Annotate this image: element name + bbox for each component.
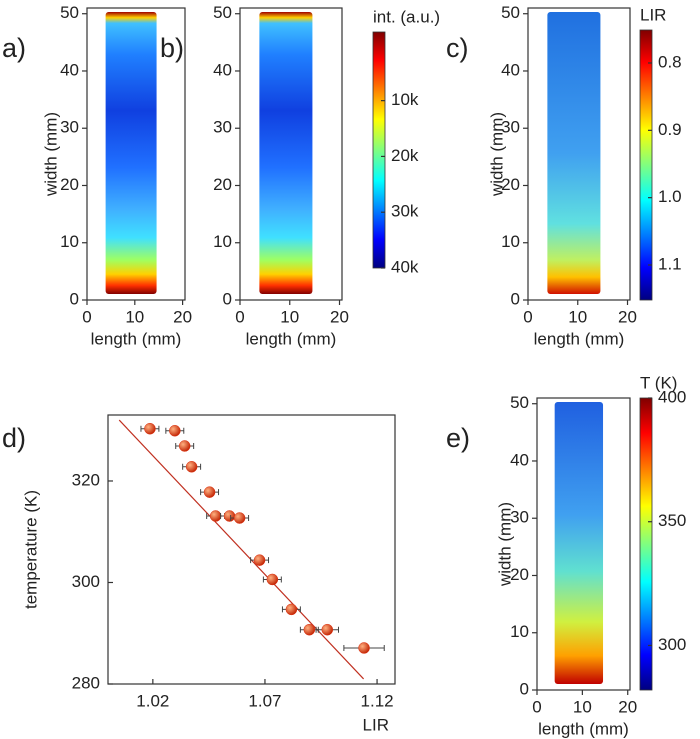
y-axis-label: width (mm): [487, 112, 506, 197]
colorbar-tick-label: 20k: [391, 146, 419, 165]
colorbar: [639, 29, 653, 301]
x-tick-label: 0: [523, 307, 532, 326]
y-tick-label: 50: [60, 3, 79, 22]
x-axis-label: length (mm): [538, 719, 629, 738]
y-tick-label: 10: [213, 232, 232, 251]
data-point: [185, 461, 198, 473]
x-axis-label: length (mm): [534, 329, 625, 348]
colorbar-tick-label: 0.9: [658, 120, 682, 139]
panel-label: e): [446, 423, 470, 453]
panel-label: c): [446, 33, 469, 63]
colorbar-title: T (K): [640, 373, 677, 392]
x-tick-label: 0: [82, 307, 91, 326]
y-tick-label: 30: [60, 118, 79, 137]
y-tick-label: 50: [213, 3, 232, 22]
data-point: [285, 603, 298, 616]
y-tick-label: 0: [520, 679, 529, 698]
y-tick-label: 0: [511, 289, 520, 308]
y-tick-label: 40: [60, 60, 79, 79]
y-tick-label: 40: [501, 60, 520, 79]
x-axis-label: length (mm): [246, 329, 337, 348]
y-tick-label: 50: [501, 3, 520, 22]
y-axis-label: temperature (K): [21, 490, 40, 609]
colorbar-tick-label: 300: [658, 635, 686, 654]
axis-box: [527, 7, 631, 301]
x-tick-label: 20: [173, 307, 192, 326]
data-point: [253, 554, 266, 566]
colorbar-tick-label: 1.0: [658, 187, 682, 206]
x-tick-label: 1.07: [248, 691, 281, 710]
y-tick-label: 0: [223, 289, 232, 308]
x-tick-label: 10: [568, 307, 587, 326]
y-tick-label: 30: [510, 508, 529, 527]
colorbar-title: int. (a.u.): [373, 7, 440, 26]
data-point: [178, 440, 191, 452]
axis-box: [107, 414, 396, 685]
colorbar-title: LIR: [640, 5, 666, 24]
y-tick-label: 0: [70, 289, 79, 308]
x-tick-label: 0: [532, 697, 541, 716]
heatmap-image: [547, 12, 601, 294]
panel-label: a): [2, 33, 26, 63]
colorbar-tick-label: 40k: [391, 257, 419, 276]
axis-box: [239, 7, 343, 301]
x-axis-label: length (mm): [91, 329, 182, 348]
y-axis-label: width (mm): [41, 112, 60, 197]
y-tick-label: 30: [501, 118, 520, 137]
y-tick-label: 10: [60, 232, 79, 251]
data-point: [303, 623, 316, 636]
data-point: [358, 642, 370, 654]
x-tick-label: 10: [125, 307, 144, 326]
heatmap-image: [105, 12, 157, 294]
y-tick-label: 300: [72, 572, 100, 591]
data-point: [321, 623, 334, 636]
data-point: [203, 486, 216, 498]
y-tick-label: 20: [510, 565, 529, 584]
data-point: [169, 424, 181, 437]
colorbar-tick-label: 400: [658, 387, 686, 406]
y-tick-label: 280: [72, 673, 100, 692]
colorbar-tick-label: 30k: [391, 202, 419, 221]
y-tick-label: 30: [213, 118, 232, 137]
y-tick-label: 20: [60, 175, 79, 194]
colorbar: [639, 397, 653, 691]
colorbar-tick-label: 10k: [391, 90, 419, 109]
colorbar-tick-label: 1.1: [658, 254, 682, 273]
fit-line: [118, 419, 365, 680]
x-tick-label: 10: [280, 307, 299, 326]
y-tick-label: 20: [213, 175, 232, 194]
data-point: [223, 510, 236, 522]
x-tick-label: 1.02: [136, 691, 169, 710]
x-tick-label: 0: [235, 307, 244, 326]
data-point: [266, 573, 279, 586]
colorbar: [372, 31, 386, 269]
panel-label: d): [2, 423, 26, 453]
x-tick-label: 10: [573, 697, 592, 716]
heatmap-image: [259, 12, 313, 294]
y-tick-label: 40: [213, 60, 232, 79]
x-tick-label: 20: [618, 697, 637, 716]
y-axis-label: width (mm): [495, 502, 514, 587]
y-tick-label: 10: [510, 622, 529, 641]
heatmap-image: [554, 402, 604, 684]
y-tick-label: 40: [510, 450, 529, 469]
data-point: [233, 512, 246, 524]
x-axis-label: LIR: [363, 715, 389, 734]
axis-box: [536, 397, 631, 691]
y-tick-label: 320: [72, 470, 100, 489]
colorbar-tick-label: 0.8: [658, 52, 682, 71]
x-tick-label: 20: [330, 307, 349, 326]
data-point: [209, 510, 222, 522]
y-tick-label: 20: [501, 175, 520, 194]
y-tick-label: 50: [510, 393, 529, 412]
colorbar-tick-label: 350: [658, 511, 686, 530]
x-tick-label: 1.12: [361, 691, 394, 710]
axis-box: [86, 7, 186, 301]
y-tick-label: 10: [501, 232, 520, 251]
panel-label: b): [160, 33, 184, 63]
x-tick-label: 20: [618, 307, 637, 326]
data-point: [144, 422, 156, 435]
